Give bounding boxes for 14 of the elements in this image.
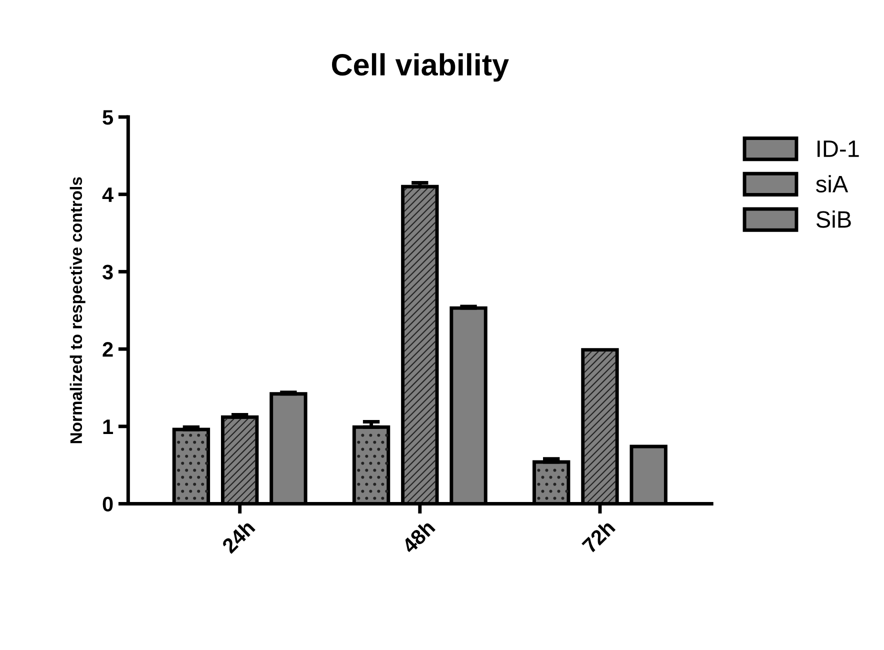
x-tick-label: 48h	[400, 519, 436, 554]
y-tick-label: 4	[102, 188, 114, 202]
y-tick-label: 1	[103, 420, 114, 434]
legend-label: ID-1	[818, 140, 859, 157]
y-tick-label: 0	[102, 496, 113, 512]
y-tick-label: 5	[102, 110, 114, 125]
legend-label: siA	[816, 175, 848, 192]
x-tick-label: 72h	[581, 519, 616, 554]
y-tick-label: 3	[102, 264, 113, 280]
x-tick-label: 24h	[220, 519, 256, 554]
y-tick-label: 2	[102, 342, 113, 357]
legend-label: SiB	[816, 210, 851, 228]
chart-title: Cell viability	[332, 53, 509, 82]
y-axis-title: Normalized to respective controls	[70, 177, 86, 444]
